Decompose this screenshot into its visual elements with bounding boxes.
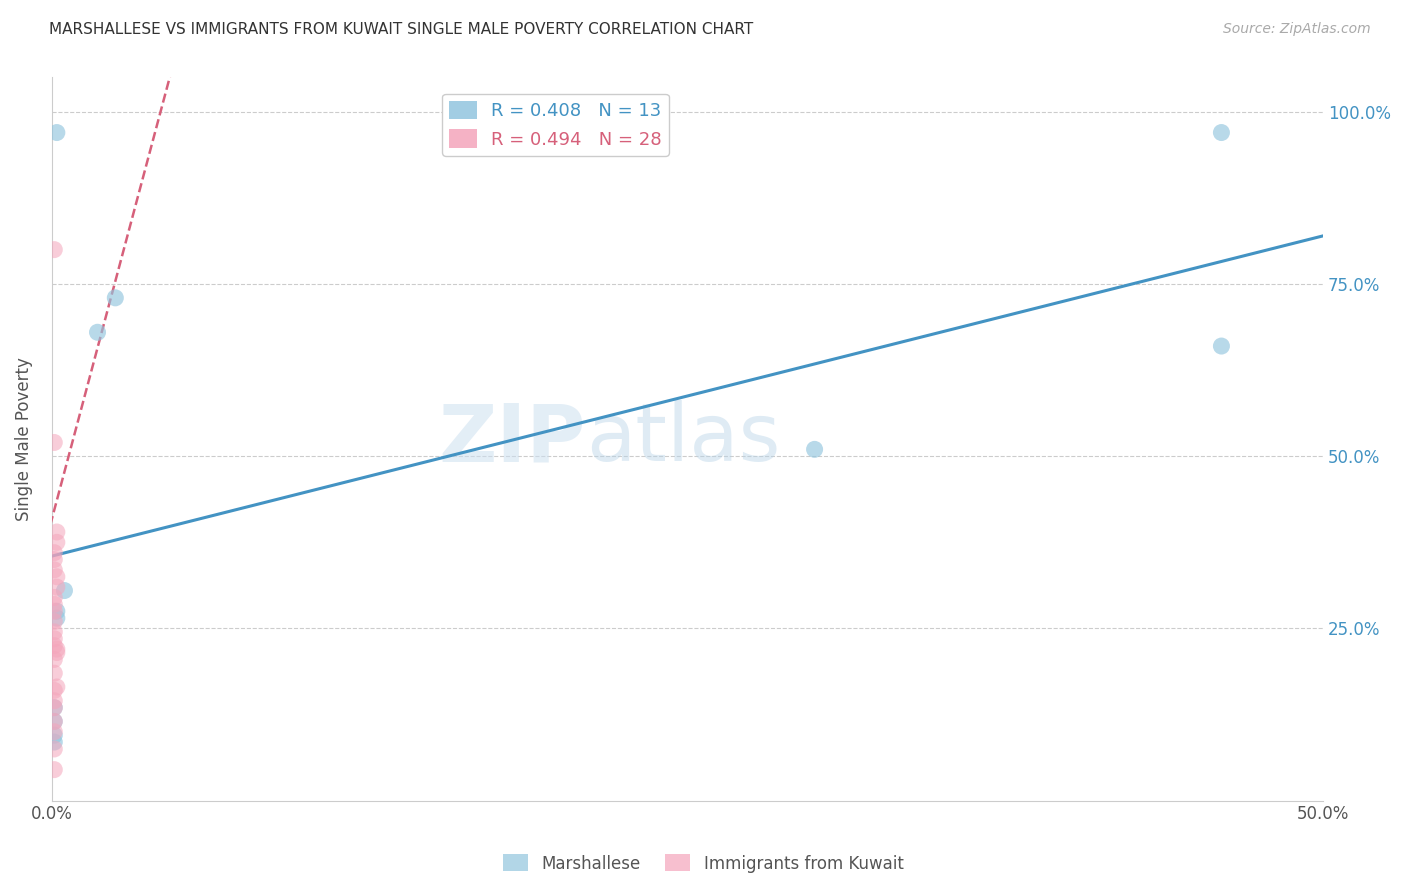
Point (45, 611, 67, 625)
Point (45, 580, 67, 594)
Point (44, 604, 66, 618)
Point (44, 735, 66, 749)
Point (53, 583, 76, 598)
Point (44, 615, 66, 629)
Point (1211, 339, 1233, 353)
Legend: Marshallese, Immigrants from Kuwait: Marshallese, Immigrants from Kuwait (496, 847, 910, 880)
Point (44, 763, 66, 777)
Point (44, 546, 66, 560)
Point (44, 591, 66, 605)
Point (44, 714, 66, 729)
Point (45, 126, 67, 140)
Text: atlas: atlas (586, 400, 780, 478)
Point (45, 680, 67, 694)
Point (44, 652, 66, 666)
Point (44, 666, 66, 681)
Point (44, 700, 66, 714)
Point (44, 243, 66, 257)
Point (803, 442, 825, 457)
Point (44, 714, 66, 729)
Point (104, 291, 127, 305)
Point (44, 700, 66, 714)
Text: ZIP: ZIP (439, 400, 586, 478)
Text: Source: ZipAtlas.com: Source: ZipAtlas.com (1223, 22, 1371, 37)
Point (44, 624, 66, 639)
Point (44, 742, 66, 756)
Point (45, 646, 67, 660)
Point (1211, 126, 1233, 140)
Point (44, 683, 66, 698)
Point (44, 435, 66, 450)
Point (44, 632, 66, 646)
Text: MARSHALLESE VS IMMIGRANTS FROM KUWAIT SINGLE MALE POVERTY CORRELATION CHART: MARSHALLESE VS IMMIGRANTS FROM KUWAIT SI… (49, 22, 754, 37)
Point (44, 728, 66, 742)
Point (45, 570, 67, 584)
Point (45, 604, 67, 618)
Point (44, 724, 66, 739)
Point (44, 694, 66, 708)
Point (44, 639, 66, 653)
Point (45, 642, 67, 657)
Point (44, 552, 66, 566)
Point (86, 326, 108, 340)
Point (44, 597, 66, 611)
Point (44, 563, 66, 577)
Point (45, 524, 67, 539)
Y-axis label: Single Male Poverty: Single Male Poverty (15, 357, 32, 521)
Point (45, 535, 67, 549)
Legend: R = 0.408   N = 13, R = 0.494   N = 28: R = 0.408 N = 13, R = 0.494 N = 28 (443, 94, 669, 156)
